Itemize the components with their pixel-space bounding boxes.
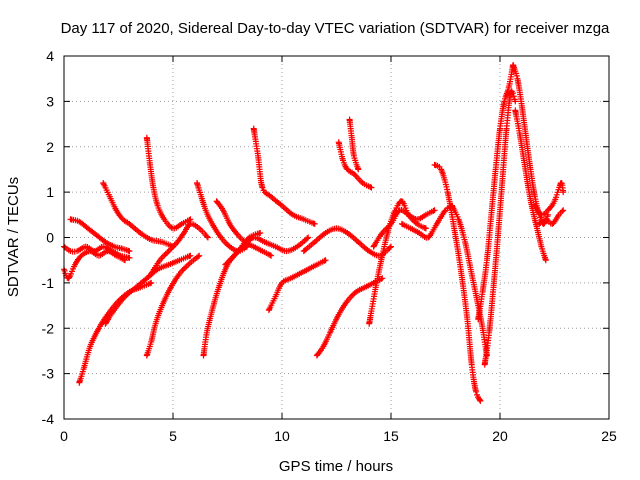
- series-arc26: [481, 88, 519, 368]
- y-tick-label: 3: [46, 93, 54, 109]
- x-tick-label: 25: [601, 428, 617, 444]
- series-arc14: [265, 257, 329, 314]
- axis-ticks: [63, 55, 610, 420]
- plus-markers: [100, 180, 176, 250]
- x-tick-label: 10: [274, 428, 290, 444]
- plus-markers: [143, 134, 194, 232]
- series-arc5: [100, 180, 176, 250]
- plus-markers: [512, 107, 549, 264]
- plus-markers: [265, 257, 329, 314]
- series-arc21: [370, 207, 438, 250]
- x-tick-label: 15: [383, 428, 399, 444]
- series-arc15: [222, 234, 312, 268]
- y-tick-label: -2: [42, 320, 55, 336]
- plus-markers: [346, 116, 362, 173]
- series-arc20: [366, 198, 429, 327]
- data-points: [61, 62, 567, 404]
- series-arc18: [335, 139, 375, 191]
- plus-markers: [481, 88, 519, 368]
- series-arc13: [250, 125, 318, 227]
- y-tick-label: 1: [46, 184, 54, 200]
- series-arc6: [102, 252, 194, 327]
- plus-markers: [76, 279, 155, 386]
- y-axis-label: SDTVAR / TECUs: [5, 177, 22, 297]
- plus-markers: [143, 252, 203, 359]
- plus-markers: [194, 180, 251, 255]
- plus-markers: [250, 125, 318, 227]
- y-tick-label: -4: [42, 411, 55, 427]
- series-arc30: [536, 207, 567, 227]
- series-arc10: [194, 180, 251, 255]
- plus-markers: [148, 220, 211, 277]
- x-tick-label: 20: [492, 428, 508, 444]
- y-tick-label: -3: [42, 366, 55, 382]
- plus-markers: [475, 62, 517, 323]
- x-tick-label: 5: [169, 428, 177, 444]
- series-arc9: [148, 220, 211, 277]
- series-arc7: [143, 134, 194, 232]
- plus-markers: [510, 62, 551, 227]
- chart-title: Day 117 of 2020, Sidereal Day-to-day VTE…: [61, 20, 610, 37]
- x-tick-label: 0: [60, 428, 68, 444]
- series-arc28: [512, 107, 549, 264]
- plus-markers: [431, 161, 484, 404]
- series-arc29: [531, 180, 567, 218]
- y-tick-labels: -4 -3 -2 -1 0 1 2 3 4: [42, 48, 55, 427]
- y-tick-label: 2: [46, 139, 54, 155]
- x-axis-label: GPS time / hours: [279, 458, 393, 475]
- plus-markers: [67, 216, 133, 255]
- series-arc27: [510, 62, 551, 227]
- plus-markers: [102, 252, 194, 327]
- plus-markers: [398, 202, 455, 241]
- y-tick-label: -1: [42, 275, 55, 291]
- series-arc24: [449, 202, 490, 359]
- x-tick-labels: 0 5 10 15 20 25: [60, 428, 617, 444]
- plus-markers: [370, 207, 438, 250]
- series-arc4: [76, 279, 155, 386]
- series-arc3: [67, 216, 133, 255]
- series-arc23: [431, 161, 484, 404]
- plus-markers: [531, 180, 567, 218]
- y-tick-label: 0: [46, 230, 54, 246]
- y-tick-label: 4: [46, 48, 54, 64]
- series-arc22: [398, 202, 455, 241]
- series-arc8: [143, 252, 203, 359]
- plus-markers: [366, 198, 429, 327]
- plus-markers: [335, 139, 375, 191]
- plus-markers: [222, 234, 312, 268]
- plus-markers: [536, 207, 567, 227]
- series-arc19: [346, 116, 362, 173]
- series-arc25: [475, 62, 517, 323]
- plus-markers: [449, 202, 490, 359]
